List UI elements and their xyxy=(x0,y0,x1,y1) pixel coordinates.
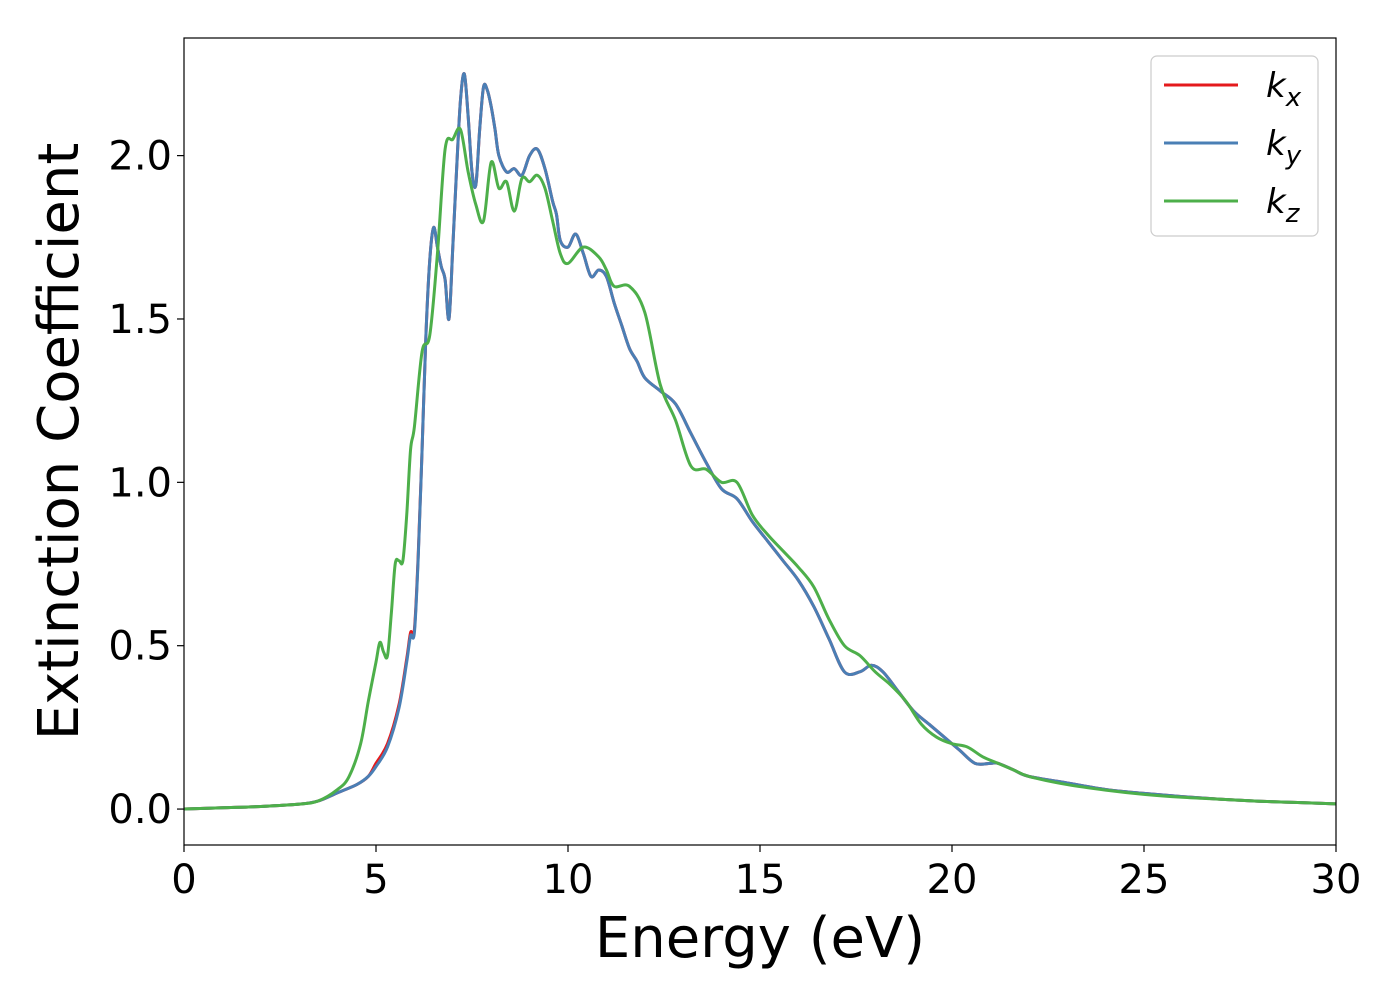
legend-label-y: ky xyxy=(1266,124,1302,171)
x-tick-label: 5 xyxy=(363,857,388,903)
x-tick-label: 30 xyxy=(1311,857,1362,903)
legend-label-main: k xyxy=(1266,124,1287,164)
legend-label-z: kz xyxy=(1266,182,1301,229)
x-tick-label: 25 xyxy=(1119,857,1170,903)
y-tick-label: 1.0 xyxy=(108,460,172,506)
series-line-y xyxy=(184,72,1336,811)
x-tick-label: 15 xyxy=(735,857,786,903)
y-axis-label: Extinction Coefficient xyxy=(27,143,92,741)
legend-label-subscript: z xyxy=(1285,199,1301,229)
legend-label-x: kx xyxy=(1266,66,1302,113)
x-tick-label: 0 xyxy=(171,857,196,903)
x-tick-label: 10 xyxy=(543,857,594,903)
x-tick-label: 20 xyxy=(927,857,978,903)
series-line-z xyxy=(184,126,1336,811)
legend-label-subscript: x xyxy=(1285,83,1302,113)
axes-layer: 0 5 10 15 20 25 30 0.0 0.5 1.0 1.5 2.0 Energy (eV) Ex… xyxy=(27,37,1362,971)
legend-label-subscript: y xyxy=(1285,141,1302,171)
legend-label-main: k xyxy=(1266,66,1287,106)
legend-label-main: k xyxy=(1266,182,1287,222)
y-tick-label: 0.5 xyxy=(108,624,172,670)
plot-area xyxy=(184,38,1336,845)
series-layer xyxy=(184,72,1336,811)
plot-background xyxy=(184,38,1336,845)
y-tick-label: 1.5 xyxy=(108,297,172,343)
y-tick-label: 2.0 xyxy=(108,134,172,180)
legend-box xyxy=(1150,55,1319,237)
y-tick-label: 0.0 xyxy=(108,787,172,833)
x-axis-label: Energy (eV) xyxy=(595,906,925,971)
